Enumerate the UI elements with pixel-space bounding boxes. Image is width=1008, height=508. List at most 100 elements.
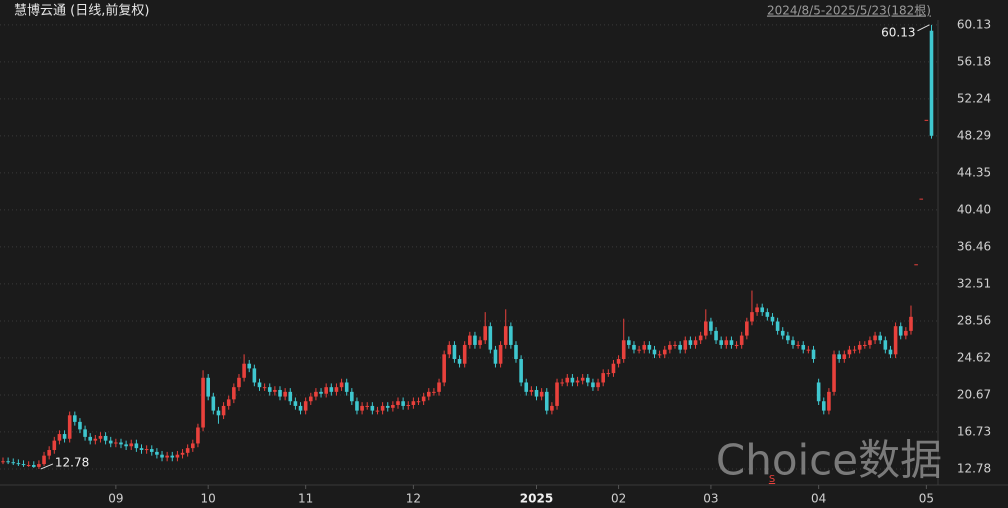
candle-body [724, 340, 729, 345]
candle-body [642, 344, 647, 350]
candle-body [524, 382, 529, 392]
candle-body [575, 380, 580, 383]
candle-body [457, 359, 462, 364]
min-label: 12.78 [55, 455, 89, 469]
candle-body [811, 349, 816, 360]
candle-body [62, 434, 67, 439]
candle-body [473, 335, 477, 345]
candle-body [57, 434, 62, 441]
candle-body [201, 377, 205, 428]
candle-body [401, 401, 405, 406]
candle-body [267, 387, 272, 392]
candle-body [149, 449, 154, 452]
candle-body [478, 340, 482, 345]
candle-body [729, 340, 734, 345]
signal-marker[interactable]: S [769, 474, 775, 485]
candle-body [78, 421, 82, 430]
candle-body [586, 377, 590, 383]
candle-body [904, 330, 908, 336]
candle-body [262, 387, 267, 389]
candle-body [319, 391, 323, 394]
candle-body [919, 198, 924, 200]
candle-body [175, 454, 180, 458]
candle-body [437, 382, 441, 392]
candle-body [657, 354, 662, 356]
candle-body [801, 344, 806, 350]
candle-body [191, 443, 195, 449]
candle-body [791, 340, 795, 345]
candle-body [375, 410, 380, 412]
candle-body [329, 387, 334, 392]
candle-body [247, 363, 252, 369]
candle-body [647, 344, 652, 350]
candle-body [503, 326, 508, 345]
candle-body [211, 396, 216, 411]
candle-body [98, 435, 103, 439]
y-tick-label: 44.35 [957, 165, 991, 179]
candle-body [139, 448, 144, 451]
candle-body [216, 410, 221, 416]
candle-body [396, 401, 400, 405]
candle-body [668, 344, 672, 350]
candle-body [832, 354, 836, 392]
candle-body [873, 335, 877, 341]
candle-body [385, 405, 390, 408]
y-tick-label: 36.46 [957, 239, 991, 253]
candle-body [709, 321, 713, 331]
candle-body [185, 448, 190, 453]
candle-body [755, 307, 759, 313]
candle-body [616, 359, 621, 364]
candle-body [293, 401, 298, 406]
candle-body [350, 391, 354, 402]
candle-body [165, 455, 169, 458]
x-tick-label: 12 [406, 492, 421, 506]
candle-body [242, 363, 246, 378]
candle-body [719, 340, 723, 345]
y-tick-label: 32.51 [957, 276, 991, 290]
candle-body [775, 321, 780, 331]
candle-body [683, 340, 688, 350]
candle-body [842, 354, 847, 360]
candle-body [226, 399, 231, 406]
candle-body [288, 391, 293, 402]
candle-body [883, 340, 888, 350]
candle-body [534, 389, 539, 397]
candle-body [560, 382, 564, 384]
candle-body [673, 344, 677, 346]
candle-body [739, 335, 744, 345]
candle-body [555, 382, 559, 406]
candle-body [11, 462, 16, 464]
candle-body [426, 391, 431, 397]
candle-body [273, 389, 277, 392]
candle-body [893, 326, 898, 355]
candle-body [821, 401, 826, 411]
y-tick-label: 16.73 [957, 424, 991, 438]
candle-body [827, 391, 831, 411]
candle-body [632, 344, 636, 350]
x-tick-label: 09 [108, 492, 123, 506]
candle-body [863, 344, 867, 346]
candle-body [155, 451, 159, 455]
candle-body [103, 435, 108, 441]
x-tick-label: 10 [201, 492, 216, 506]
date-range[interactable]: 2024/8/5-2025/5/23(182根) [767, 4, 931, 18]
candle-body [232, 387, 236, 400]
candle-body [308, 396, 313, 402]
candle-body [365, 405, 370, 407]
candle-body [898, 326, 903, 336]
candle-body [837, 354, 841, 360]
candle-body [88, 436, 93, 441]
min-arrow [40, 463, 54, 470]
candle-body [714, 330, 718, 341]
y-tick-label: 60.13 [957, 17, 991, 31]
x-tick-label: 03 [703, 492, 718, 506]
watermark: Choice数据 [716, 436, 942, 485]
candle-body [596, 382, 600, 388]
candle-body [565, 377, 570, 383]
candle-body [442, 354, 446, 383]
candle-body [108, 440, 113, 444]
candle-body [693, 340, 698, 345]
candle-body [529, 389, 534, 392]
